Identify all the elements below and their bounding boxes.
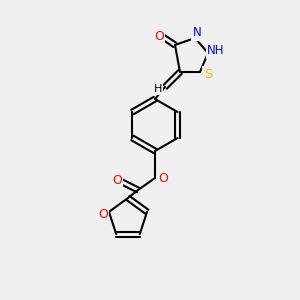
Text: O: O <box>158 172 168 184</box>
Text: S: S <box>204 68 212 80</box>
Text: H: H <box>154 84 162 94</box>
Text: O: O <box>112 173 122 187</box>
Text: N: N <box>193 26 201 40</box>
Text: NH: NH <box>207 44 225 58</box>
Text: O: O <box>154 31 164 44</box>
Text: O: O <box>98 208 108 221</box>
